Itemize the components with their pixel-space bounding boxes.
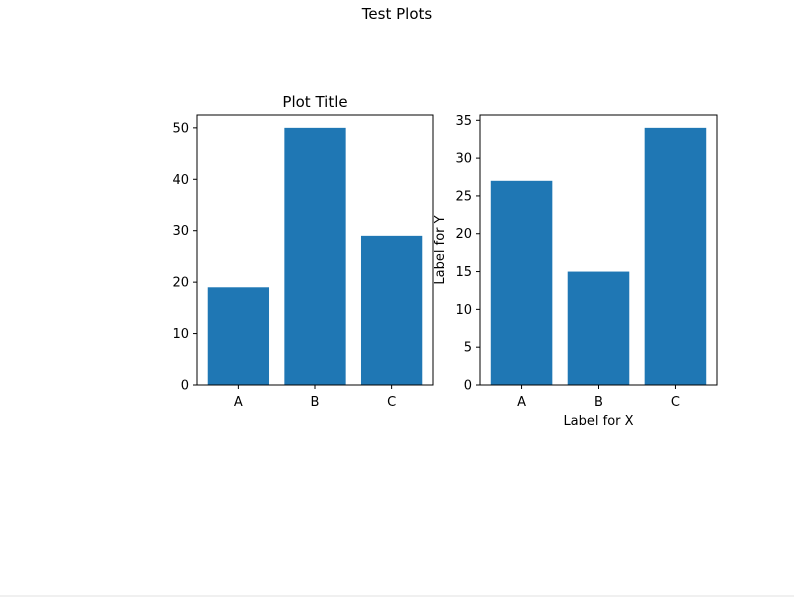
bar-b: [567, 271, 630, 385]
bar-a: [490, 180, 553, 385]
y-tick-label: 30: [455, 152, 472, 167]
bottom-divider: [0, 595, 794, 597]
bar-c: [644, 127, 707, 385]
y-tick-label: 10: [455, 303, 472, 318]
y-tick-label: 30: [172, 224, 189, 239]
y-tick-label: 10: [172, 327, 189, 342]
x-tick-label: B: [594, 395, 603, 410]
bar-chart-right: 0 5 10 15 20 25 30 35 A B C Label for X Label for Y: [433, 114, 718, 429]
y-axis-label: Label for Y: [433, 215, 448, 284]
y-tick-label: 5: [464, 341, 472, 356]
y-tick-label: 0: [181, 379, 189, 394]
x-tick-label: C: [387, 395, 396, 410]
axes-title: Plot Title: [282, 93, 347, 111]
y-tick-label: 35: [455, 114, 472, 129]
bar-c: [360, 235, 423, 385]
x-tick-label: A: [234, 395, 243, 410]
y-tick-label: 20: [455, 227, 472, 242]
x-tick-label: A: [517, 395, 526, 410]
y-tick-label: 40: [172, 173, 189, 188]
y-tick-label: 50: [172, 121, 189, 136]
bar-chart-left: 0 10 20 30 40 50 A B C Plot Title: [172, 93, 434, 410]
y-tick-label: 15: [455, 265, 472, 280]
y-tick-label: 0: [464, 379, 472, 394]
bar-b: [284, 127, 346, 385]
y-tick-label: 20: [172, 276, 189, 291]
y-tick-label: 25: [455, 189, 472, 204]
figure-suptitle: Test Plots: [361, 5, 433, 23]
bar-a: [207, 287, 270, 385]
x-axis-label: Label for X: [563, 414, 633, 429]
x-tick-label: C: [671, 395, 680, 410]
x-tick-label: B: [311, 395, 320, 410]
